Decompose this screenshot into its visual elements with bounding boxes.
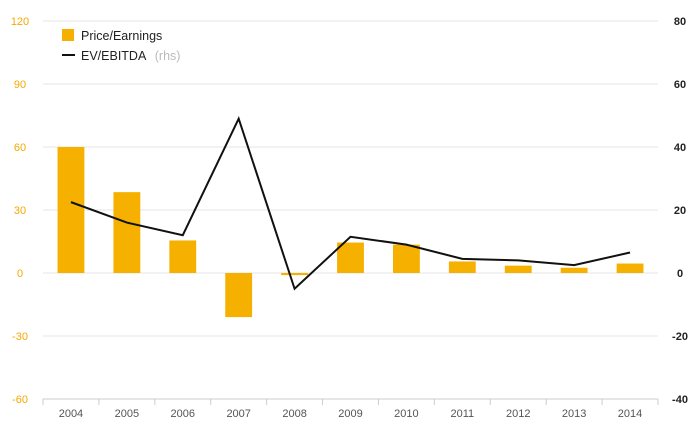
x-tick-label: 2010 <box>394 408 418 420</box>
legend-label-ev-ebitda: EV/EBITDA (rhs) <box>81 47 180 64</box>
legend-swatch-price-earnings <box>62 29 74 41</box>
gridlines <box>43 20 658 337</box>
right-tick-label: -20 <box>672 331 688 343</box>
left-tick-label: -60 <box>12 394 28 406</box>
bar-2004 <box>57 147 85 273</box>
bar-2008 <box>281 273 309 276</box>
right-tick-label: 20 <box>674 205 686 217</box>
x-tick-label: 2004 <box>59 408 83 420</box>
left-tick-label: 60 <box>14 142 26 154</box>
legend-label-price-earnings: Price/Earnings <box>81 29 162 43</box>
x-axis-ticks: 2004 2005 2006 2007 2008 2009 2010 2011 2012 2013… <box>59 408 643 420</box>
x-tick-label: 2012 <box>506 408 530 420</box>
left-tick-label: 90 <box>14 79 26 91</box>
bar-2006 <box>169 240 197 273</box>
left-tick-label: 120 <box>11 16 29 28</box>
bar-series <box>57 147 644 318</box>
bar-2007 <box>225 273 253 318</box>
bar-2011 <box>448 261 476 273</box>
left-tick-label: 0 <box>17 268 23 280</box>
right-tick-label: -40 <box>672 394 688 406</box>
bar-2012 <box>504 265 532 273</box>
x-tick-label: 2011 <box>450 408 474 420</box>
x-tick-label: 2005 <box>115 408 139 420</box>
line-series <box>70 115 631 291</box>
right-axis-ticks: -40 -20 0 20 40 60 80 <box>672 16 688 406</box>
legend: Price/Earnings EV/EBITDA (rhs) <box>62 29 180 64</box>
x-tick-label: 2008 <box>282 408 306 420</box>
right-tick-label: 0 <box>677 268 683 280</box>
x-tick-label: 2007 <box>226 408 250 420</box>
left-axis-ticks: -60 -30 0 30 60 90 120 <box>11 16 29 406</box>
x-tick-label: 2009 <box>338 408 362 420</box>
axes <box>42 398 659 405</box>
left-tick-label: 30 <box>14 205 26 217</box>
x-tick-label: 2006 <box>171 408 195 420</box>
bar-2009 <box>337 242 364 273</box>
right-tick-label: 40 <box>674 142 686 154</box>
right-tick-label: 80 <box>674 16 686 28</box>
legend-label-ev-ebitda-name: EV/EBITDA <box>81 49 147 63</box>
x-tick-label: 2013 <box>562 408 586 420</box>
legend-label-ev-ebitda-suffix: (rhs) <box>155 49 181 63</box>
bar-2013 <box>560 267 588 273</box>
bar-2010 <box>392 244 420 273</box>
bar-2005 <box>113 192 141 273</box>
left-tick-label: -30 <box>12 331 28 343</box>
bar-2014 <box>616 263 644 273</box>
x-tick-label: 2014 <box>618 408 642 420</box>
right-tick-label: 60 <box>674 79 686 91</box>
